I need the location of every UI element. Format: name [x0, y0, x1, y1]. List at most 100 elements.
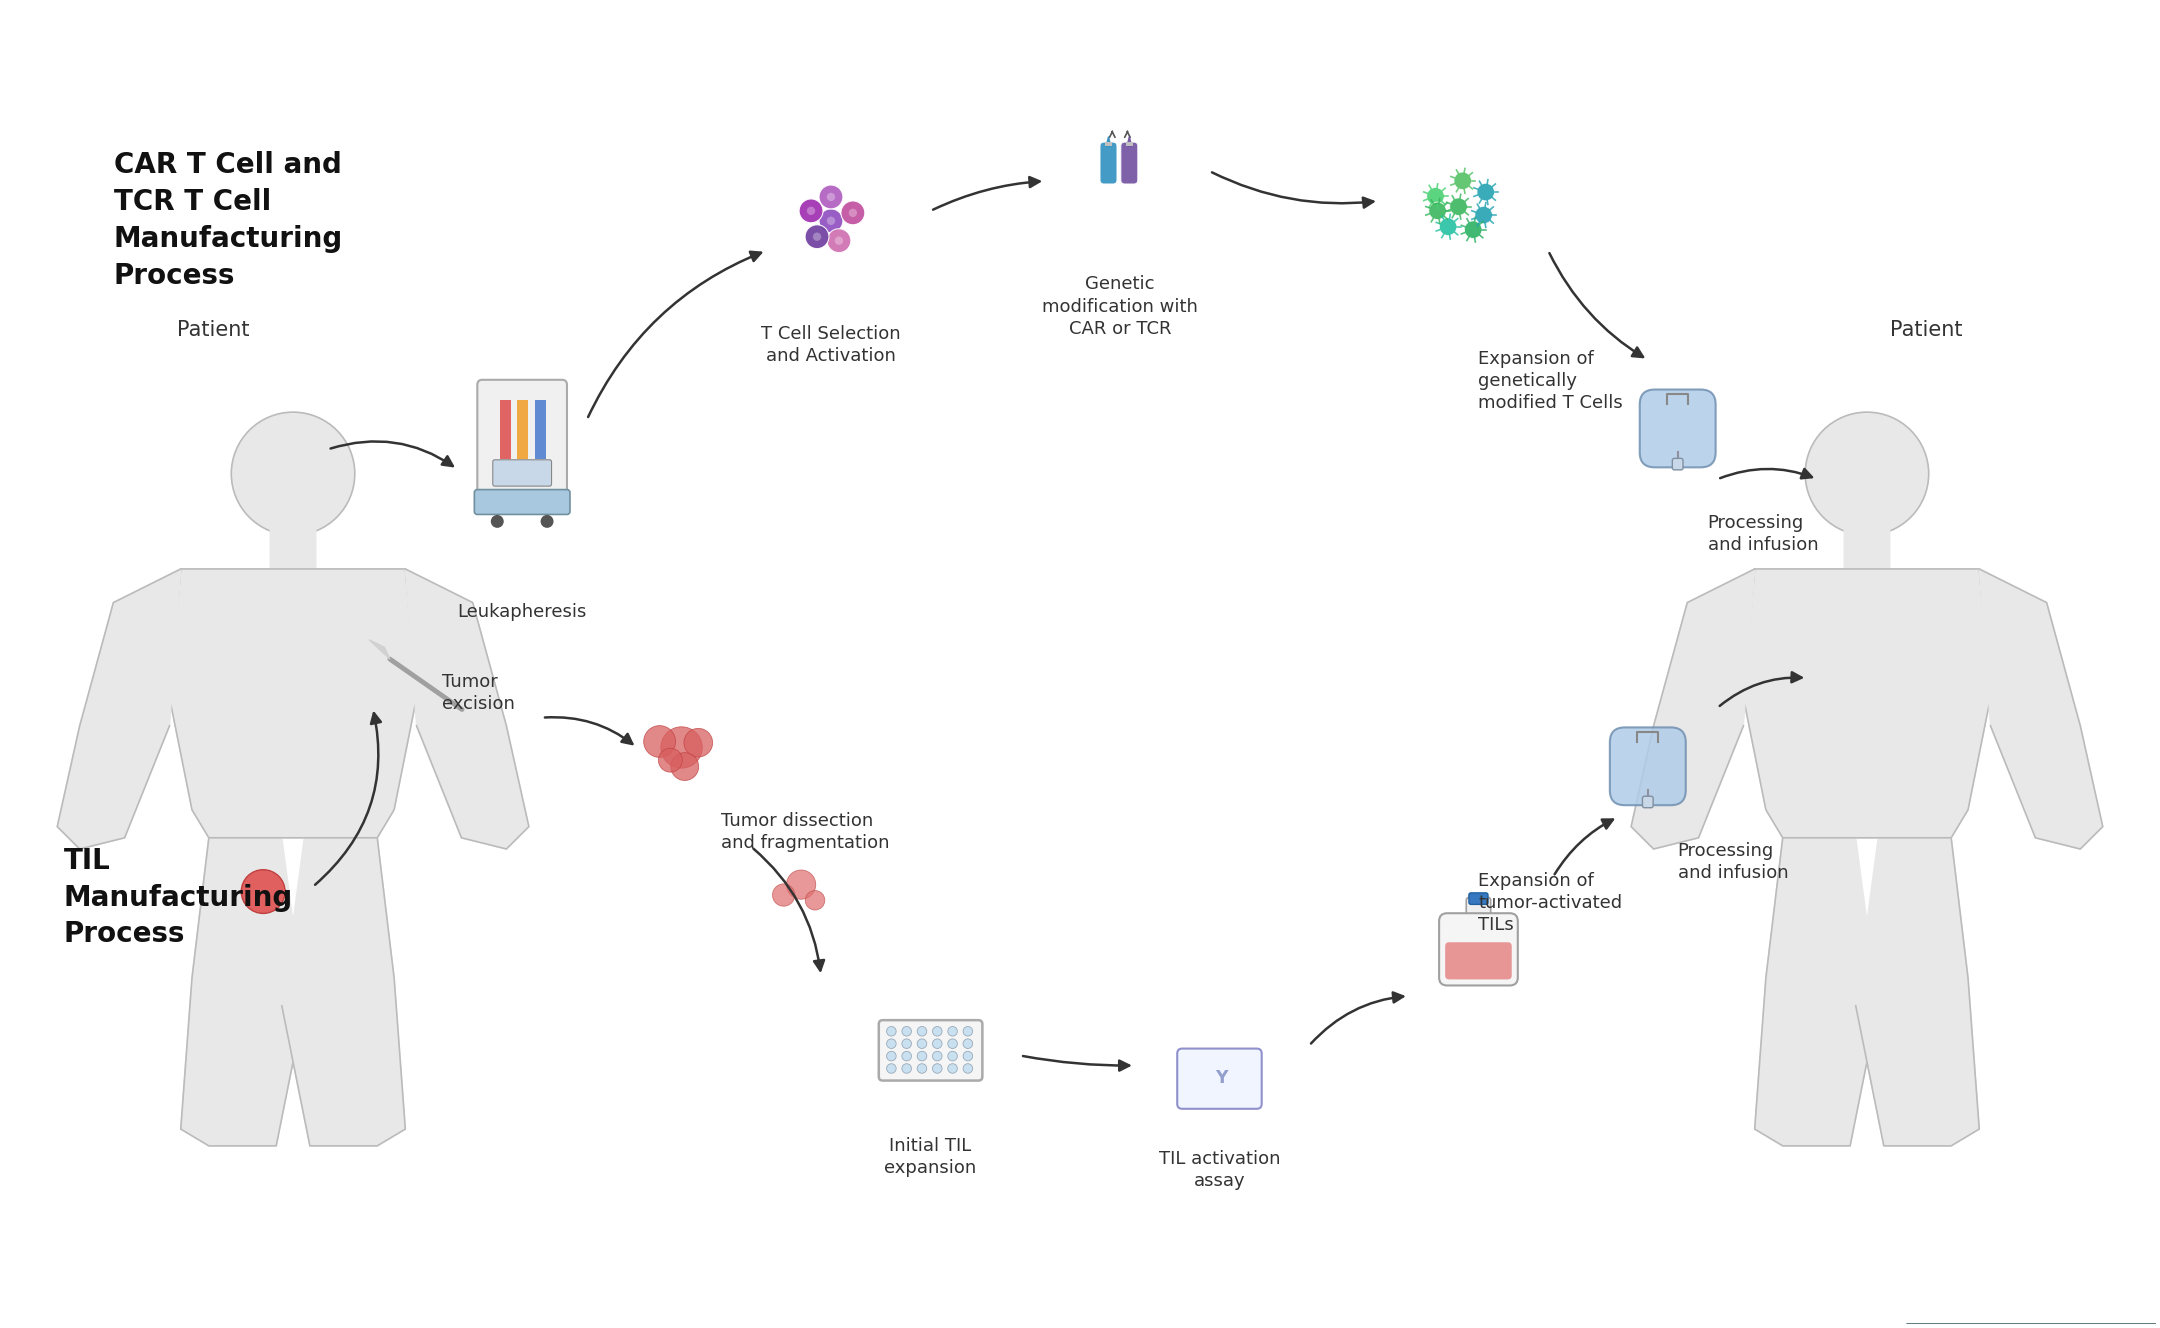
Circle shape: [1428, 202, 1447, 219]
Circle shape: [1475, 206, 1493, 224]
FancyArrowPatch shape: [1212, 173, 1374, 207]
Circle shape: [242, 870, 285, 914]
Circle shape: [886, 1027, 896, 1036]
FancyBboxPatch shape: [879, 1020, 983, 1081]
FancyBboxPatch shape: [1177, 1049, 1261, 1109]
Text: Tumor dissection
and fragmentation: Tumor dissection and fragmentation: [721, 811, 890, 853]
Circle shape: [1477, 183, 1495, 201]
Circle shape: [963, 1052, 972, 1061]
Circle shape: [661, 726, 702, 768]
FancyArrowPatch shape: [330, 441, 454, 466]
Circle shape: [963, 1038, 972, 1048]
FancyBboxPatch shape: [1445, 943, 1512, 980]
Polygon shape: [281, 838, 406, 1146]
Text: TIL
Manufacturing
Process: TIL Manufacturing Process: [65, 847, 294, 948]
Circle shape: [806, 224, 829, 248]
FancyArrowPatch shape: [933, 177, 1039, 210]
FancyBboxPatch shape: [1672, 458, 1683, 470]
FancyBboxPatch shape: [1121, 142, 1138, 185]
FancyArrowPatch shape: [544, 717, 633, 744]
Circle shape: [948, 1052, 957, 1061]
Circle shape: [948, 1064, 957, 1073]
Circle shape: [963, 1027, 972, 1036]
Circle shape: [918, 1052, 927, 1061]
Circle shape: [827, 193, 836, 201]
Circle shape: [886, 1038, 896, 1048]
Circle shape: [933, 1064, 942, 1073]
Circle shape: [799, 199, 823, 223]
Polygon shape: [1855, 838, 1979, 1146]
Bar: [1125, 142, 1134, 146]
FancyArrowPatch shape: [1549, 254, 1644, 357]
Circle shape: [1464, 220, 1482, 239]
FancyBboxPatch shape: [1469, 892, 1488, 904]
Circle shape: [808, 207, 814, 215]
FancyBboxPatch shape: [1467, 898, 1490, 926]
Text: Initial TIL
expansion: Initial TIL expansion: [883, 1137, 976, 1177]
Circle shape: [773, 884, 795, 906]
Circle shape: [806, 891, 825, 910]
Polygon shape: [56, 568, 181, 849]
Circle shape: [933, 1052, 942, 1061]
Polygon shape: [1979, 568, 2104, 849]
Text: TIL activation
assay: TIL activation assay: [1158, 1150, 1281, 1190]
FancyBboxPatch shape: [270, 518, 318, 570]
Circle shape: [540, 515, 553, 527]
Circle shape: [812, 232, 821, 240]
Circle shape: [786, 870, 816, 899]
Circle shape: [933, 1027, 942, 1036]
FancyBboxPatch shape: [1642, 797, 1652, 807]
Circle shape: [827, 216, 836, 224]
FancyBboxPatch shape: [477, 380, 566, 499]
Polygon shape: [1754, 838, 1879, 1146]
Circle shape: [963, 1064, 972, 1073]
Polygon shape: [1106, 137, 1110, 146]
Circle shape: [918, 1038, 927, 1048]
Circle shape: [1454, 173, 1471, 190]
FancyBboxPatch shape: [1099, 142, 1117, 185]
Circle shape: [1449, 198, 1467, 215]
FancyBboxPatch shape: [475, 490, 570, 514]
Circle shape: [948, 1027, 957, 1036]
Polygon shape: [181, 838, 305, 1146]
Polygon shape: [1631, 568, 1754, 849]
FancyArrowPatch shape: [315, 713, 380, 884]
FancyArrowPatch shape: [1555, 819, 1614, 874]
FancyBboxPatch shape: [1609, 728, 1685, 805]
FancyBboxPatch shape: [1639, 389, 1715, 467]
Text: Patient: Patient: [177, 320, 251, 340]
Circle shape: [903, 1027, 912, 1036]
Circle shape: [933, 1038, 942, 1048]
FancyArrowPatch shape: [1311, 992, 1404, 1044]
Circle shape: [659, 748, 683, 772]
Text: Processing
and infusion: Processing and infusion: [1678, 842, 1788, 882]
Circle shape: [672, 753, 698, 781]
Bar: [499, 400, 510, 459]
Polygon shape: [369, 640, 391, 659]
Text: CAR T Cell and
TCR T Cell
Manufacturing
Process: CAR T Cell and TCR T Cell Manufacturing …: [114, 151, 343, 290]
FancyArrowPatch shape: [1719, 469, 1812, 478]
Circle shape: [948, 1038, 957, 1048]
Circle shape: [1806, 412, 1929, 535]
Circle shape: [819, 208, 842, 232]
Polygon shape: [168, 568, 417, 838]
Text: Tumor
excision: Tumor excision: [443, 673, 516, 713]
Circle shape: [886, 1064, 896, 1073]
FancyArrowPatch shape: [754, 849, 823, 971]
Text: Expansion of
genetically
modified T Cells: Expansion of genetically modified T Cell…: [1477, 351, 1622, 413]
Circle shape: [840, 201, 864, 224]
Text: Genetic
modification with
CAR or TCR: Genetic modification with CAR or TCR: [1041, 275, 1199, 337]
Circle shape: [849, 208, 858, 216]
Circle shape: [834, 236, 842, 244]
Polygon shape: [406, 568, 529, 849]
Circle shape: [1439, 218, 1456, 235]
Circle shape: [644, 725, 676, 757]
Bar: [536, 400, 546, 459]
Circle shape: [490, 515, 503, 527]
FancyBboxPatch shape: [1439, 914, 1518, 985]
Polygon shape: [1907, 1324, 2156, 1328]
Circle shape: [1428, 187, 1445, 205]
Circle shape: [918, 1027, 927, 1036]
Circle shape: [231, 412, 354, 535]
Circle shape: [685, 728, 713, 757]
